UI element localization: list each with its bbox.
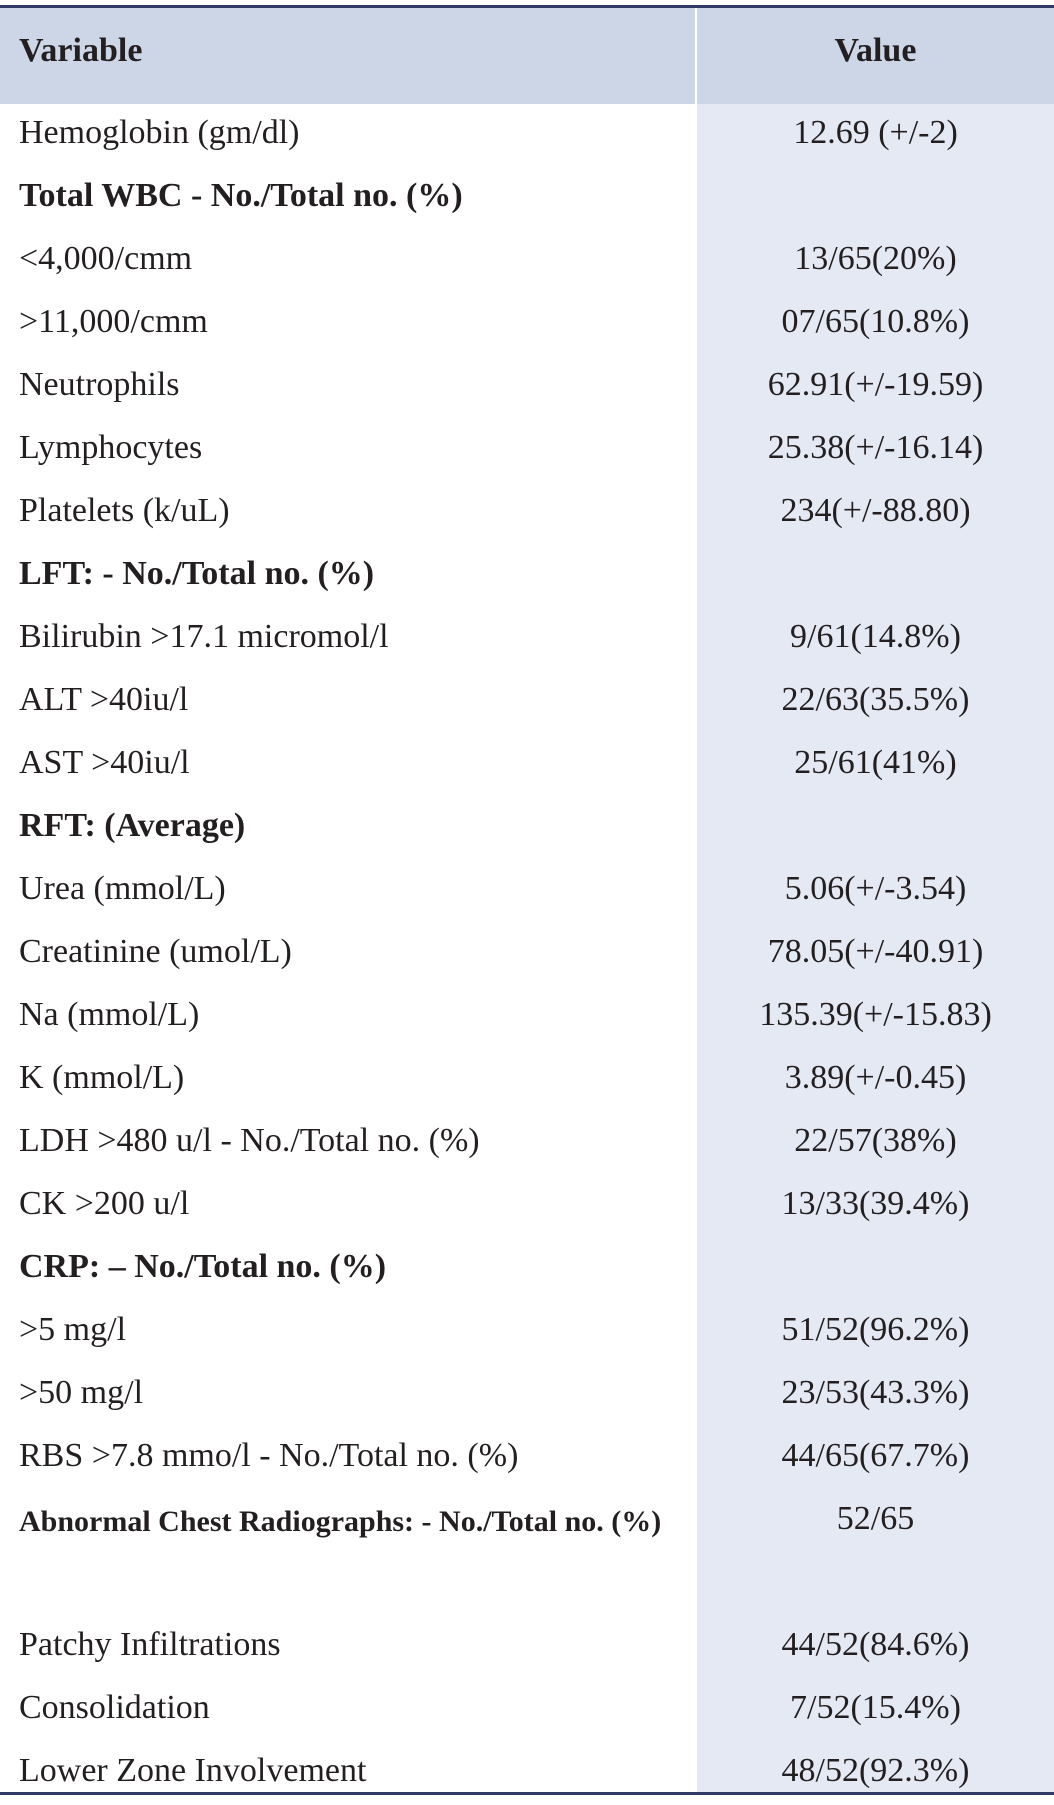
column-header-variable: Variable (19, 32, 143, 69)
row-value: 44/52(84.6%) (781, 1626, 970, 1663)
table-row-section: LFT: - No./Total no. (%) (0, 545, 1054, 608)
column-divider (695, 8, 697, 1792)
table-row: AST >40iu/l 25/61(41%) (0, 734, 1054, 797)
row-label: <4,000/cmm (19, 240, 193, 277)
table-bottom-rule (0, 1792, 1054, 1795)
table-row: Hemoglobin (gm/dl) 12.69 (+/-2) (0, 104, 1054, 167)
table-body: Hemoglobin (gm/dl) 12.69 (+/-2) Total WBC… (0, 104, 1054, 1805)
row-value: 7/52(15.4%) (790, 1689, 961, 1726)
table-row: Patchy Infiltrations 44/52(84.6%) (0, 1616, 1054, 1679)
table-row: Platelets (k/uL) 234(+/-88.80) (0, 482, 1054, 545)
table-row-section: CRP: – No./Total no. (%) (0, 1238, 1054, 1301)
row-label: Hemoglobin (gm/dl) (19, 114, 300, 151)
table-row: RBS >7.8 mmo/l - No./Total no. (%) 44/65(… (0, 1427, 1054, 1490)
section-label: CRP: – No./Total no. (%) (19, 1248, 387, 1285)
row-label: Lymphocytes (19, 429, 203, 466)
table-row: Bilirubin >17.1 micromol/l 9/61(14.8%) (0, 608, 1054, 671)
table-row: >11,000/cmm 07/65(10.8%) (0, 293, 1054, 356)
row-label: Neutrophils (19, 366, 180, 403)
table-row: Creatinine (umol/L) 78.05(+/-40.91) (0, 923, 1054, 986)
table-top-rule (0, 5, 1054, 8)
table-row: Na (mmol/L) 135.39(+/-15.83) (0, 986, 1054, 1049)
row-label: ALT >40iu/l (19, 681, 189, 718)
row-value: 25/61(41%) (794, 744, 957, 781)
row-label: Urea (mmol/L) (19, 870, 226, 907)
row-value: 3.89(+/-0.45) (784, 1059, 967, 1096)
table-row-section: Abnormal Chest Radiographs: - No./Total … (0, 1490, 1054, 1616)
row-value: 48/52(92.3%) (781, 1752, 970, 1789)
table-row-section: RFT: (Average) (0, 797, 1054, 860)
table-row: Urea (mmol/L) 5.06(+/-3.54) (0, 860, 1054, 923)
row-label: RBS >7.8 mmo/l - No./Total no. (%) (19, 1437, 519, 1474)
row-value: 13/33(39.4%) (781, 1185, 970, 1222)
row-label: Lower Zone Involvement (19, 1752, 367, 1789)
row-label: Platelets (k/uL) (19, 492, 230, 529)
row-label: >11,000/cmm (19, 303, 208, 340)
table-row: >50 mg/l 23/53(43.3%) (0, 1364, 1054, 1427)
row-label: Na (mmol/L) (19, 996, 200, 1033)
row-label: AST >40iu/l (19, 744, 190, 781)
row-value: 51/52(96.2%) (781, 1311, 970, 1348)
table-row: CK >200 u/l 13/33(39.4%) (0, 1175, 1054, 1238)
table-row: Lymphocytes 25.38(+/-16.14) (0, 419, 1054, 482)
row-value: 52/65 (836, 1500, 915, 1537)
section-label: Abnormal Chest Radiographs: - No./Total … (19, 1505, 662, 1538)
row-value: 22/57(38%) (794, 1122, 957, 1159)
row-label: K (mmol/L) (19, 1059, 185, 1096)
row-value: 22/63(35.5%) (781, 681, 970, 718)
row-value: 25.38(+/-16.14) (767, 429, 984, 466)
row-value: 23/53(43.3%) (781, 1374, 970, 1411)
table-header: Variable Value (0, 8, 1054, 104)
table-row: Consolidation 7/52(15.4%) (0, 1679, 1054, 1742)
row-value: 13/65(20%) (794, 240, 957, 277)
table-row: ALT >40iu/l 22/63(35.5%) (0, 671, 1054, 734)
table-row: <4,000/cmm 13/65(20%) (0, 230, 1054, 293)
section-label: RFT: (Average) (19, 807, 246, 844)
table-row: Lower Zone Involvement 48/52(92.3%) (0, 1742, 1054, 1805)
table-row-section: Total WBC - No./Total no. (%) (0, 167, 1054, 230)
row-label: Creatinine (umol/L) (19, 933, 292, 970)
section-label: LFT: - No./Total no. (%) (19, 555, 375, 592)
row-label: >50 mg/l (19, 1374, 144, 1411)
table-row: LDH >480 u/l - No./Total no. (%) 22/57(38… (0, 1112, 1054, 1175)
table-row: K (mmol/L) 3.89(+/-0.45) (0, 1049, 1054, 1112)
row-value: 135.39(+/-15.83) (759, 996, 992, 1033)
row-label: Bilirubin >17.1 micromol/l (19, 618, 389, 655)
section-label: Total WBC - No./Total no. (%) (19, 177, 463, 214)
row-value: 9/61(14.8%) (790, 618, 961, 655)
row-label: Consolidation (19, 1689, 210, 1726)
row-label: CK >200 u/l (19, 1185, 190, 1222)
table-row: Neutrophils 62.91(+/-19.59) (0, 356, 1054, 419)
row-value: 12.69 (+/-2) (793, 114, 958, 151)
column-header-value: Value (834, 32, 917, 69)
table-row: >5 mg/l 51/52(96.2%) (0, 1301, 1054, 1364)
row-value: 44/65(67.7%) (781, 1437, 970, 1474)
row-value: 234(+/-88.80) (780, 492, 971, 529)
row-value: 62.91(+/-19.59) (767, 366, 984, 403)
row-value: 5.06(+/-3.54) (784, 870, 967, 907)
row-label: Patchy Infiltrations (19, 1626, 281, 1663)
row-label: LDH >480 u/l - No./Total no. (%) (19, 1122, 480, 1159)
row-label: >5 mg/l (19, 1311, 127, 1348)
value-column-shading (697, 104, 1054, 1792)
row-value: 78.05(+/-40.91) (767, 933, 984, 970)
row-value: 07/65(10.8%) (781, 303, 970, 340)
